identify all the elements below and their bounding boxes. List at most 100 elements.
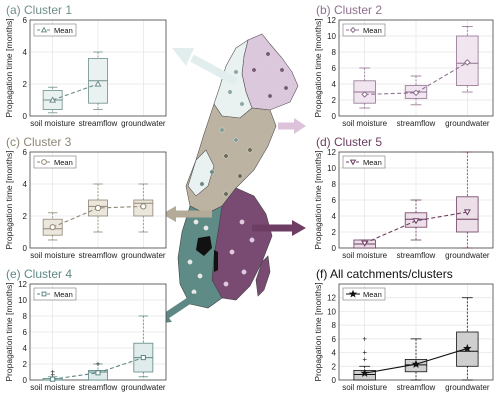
legend-marker <box>349 159 357 166</box>
mean-marker <box>412 89 420 97</box>
legend-marker <box>349 26 357 34</box>
map-lake-vanern <box>196 236 212 256</box>
x-tick-label: streamflow <box>79 383 118 392</box>
legend: Mean <box>33 155 77 169</box>
outlier-point: + <box>362 334 367 343</box>
x-tick-label: soil moisture <box>342 383 387 392</box>
legend-box <box>33 155 77 169</box>
y-tick-label: 8 <box>332 48 337 57</box>
legend: Mean <box>342 23 386 37</box>
x-tick-label: soil moisture <box>342 119 387 128</box>
legend: Mean <box>342 155 386 169</box>
y-tick-label: 2 <box>332 362 337 371</box>
y-tick-label: 4 <box>23 344 28 353</box>
legend-marker <box>40 26 48 33</box>
y-tick-label: 12 <box>327 16 336 25</box>
x-tick-label: groundwater <box>445 251 490 260</box>
arrow-to-cluster-4 <box>164 293 198 319</box>
y-tick-label: 12 <box>18 280 27 289</box>
outlier-point: + <box>362 355 367 364</box>
legend-marker <box>41 159 47 165</box>
y-axis-label: Propagation time [months] <box>4 18 14 117</box>
mean-line <box>52 83 99 101</box>
y-tick-label: 12 <box>327 294 336 303</box>
mean-marker <box>412 218 420 225</box>
map-region-cluster-1-west <box>187 149 215 197</box>
plot-frame <box>338 151 494 249</box>
y-tick-label: 4 <box>332 212 337 221</box>
legend-box <box>342 287 386 301</box>
y-tick-label: 8 <box>332 180 337 189</box>
y-tick-label: 2 <box>332 96 337 105</box>
y-tick-label: 0 <box>23 112 28 121</box>
y-tick-label: 10 <box>18 296 27 305</box>
mean-marker <box>94 204 102 212</box>
outlier-point: + <box>96 360 101 369</box>
legend-label: Mean <box>54 26 73 35</box>
x-tick-label: groundwater <box>445 119 490 128</box>
y-axis-label: Propagation time [months] <box>4 150 14 249</box>
y-axis-label: Propagation time [months] <box>4 282 14 381</box>
plot-frame <box>29 19 167 117</box>
mean-marker <box>140 203 147 210</box>
x-tick-label: soil moisture <box>30 383 75 392</box>
y-tick-label: 0 <box>332 244 337 253</box>
mean-marker <box>360 368 370 377</box>
panel-title: (d) Cluster 5 <box>316 135 382 149</box>
y-tick-label: 10 <box>327 32 336 41</box>
map-lake-vattern <box>214 250 218 272</box>
legend-box <box>342 23 386 37</box>
y-tick-label: 2 <box>23 360 28 369</box>
legend-label: Mean <box>54 290 73 299</box>
x-tick-label: soil moisture <box>342 251 387 260</box>
mean-line <box>364 61 468 95</box>
x-tick-label: streamflow <box>79 251 118 260</box>
mean-marker <box>95 370 101 376</box>
panel-title: (e) Cluster 4 <box>6 267 72 281</box>
legend: Mean <box>33 287 77 301</box>
mean-marker <box>49 224 56 231</box>
y-tick-label: 4 <box>332 80 337 89</box>
map-region-cluster-2 <box>241 33 299 111</box>
mean-marker <box>462 343 472 353</box>
sweden-cluster-map <box>177 33 299 309</box>
x-tick-label: streamflow <box>397 251 436 260</box>
mean-marker <box>94 80 102 87</box>
y-axis-label: Propagation time [months] <box>313 18 323 117</box>
mean-marker <box>361 240 369 247</box>
y-tick-label: 0 <box>23 244 28 253</box>
y-axis-label: Propagation time [months] <box>313 282 323 381</box>
mean-marker <box>50 376 56 382</box>
y-tick-label: 4 <box>332 349 337 358</box>
outlier-point: + <box>50 368 55 377</box>
y-tick-label: 2 <box>332 228 337 237</box>
arrowhead-cluster-3 <box>162 206 176 222</box>
x-tick-label: soil moisture <box>30 119 75 128</box>
x-tick-label: streamflow <box>397 119 436 128</box>
panel-e: (e) Cluster 4 0 2 4 6 8 10 12 soil moisture strea… <box>4 267 167 392</box>
y-tick-label: 4 <box>23 48 28 57</box>
x-tick-label: soil moisture <box>30 251 75 260</box>
panel-title: (a) Cluster 1 <box>6 3 72 17</box>
panel-b: (b) Cluster 2 0 2 4 6 8 10 12 soil moisture strea… <box>313 3 494 128</box>
outlier-point: + <box>362 348 367 357</box>
y-tick-label: 0 <box>332 112 337 121</box>
panel-a: (a) Cluster 1 0 2 4 6 soil moisture streamflow… <box>4 3 167 128</box>
y-tick-label: 8 <box>23 312 28 321</box>
x-tick-label: groundwater <box>121 119 166 128</box>
legend-label: Mean <box>54 158 73 167</box>
x-tick-label: streamflow <box>79 119 118 128</box>
y-axis-label: Propagation time [months] <box>313 150 323 249</box>
legend-box <box>342 155 386 169</box>
map-island-gotland <box>255 255 271 297</box>
legend-marker <box>41 291 47 297</box>
map-region-cluster-3 <box>185 103 277 215</box>
panel-c: (c) Cluster 3 0 2 4 6 soil moisture streamflow… <box>4 135 167 260</box>
legend: Mean <box>33 23 77 37</box>
y-tick-label: 6 <box>332 64 337 73</box>
x-tick-label: groundwater <box>121 383 166 392</box>
x-tick-label: groundwater <box>121 251 166 260</box>
panel-title: (c) Cluster 3 <box>6 135 72 149</box>
y-tick-label: 6 <box>332 196 337 205</box>
